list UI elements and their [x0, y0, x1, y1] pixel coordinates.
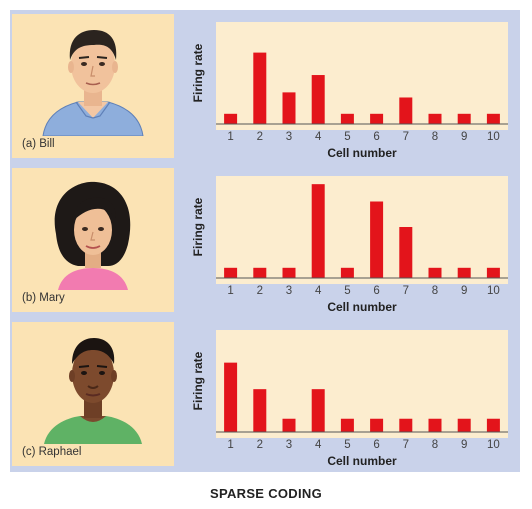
bar-cell-10: [486, 113, 500, 124]
x-tick-label: 2: [257, 131, 263, 143]
bar-cell-8: [428, 418, 442, 432]
bar-cell-1: [224, 113, 238, 124]
x-tick-label: 4: [315, 131, 322, 143]
x-tick-label: 7: [403, 131, 409, 143]
bar-cell-9: [457, 267, 471, 278]
raphael-portrait-image: [44, 338, 142, 444]
figure-caption: SPARSE CODING: [209, 486, 322, 501]
bar-cell-8: [428, 113, 442, 124]
x-tick-label: 8: [432, 439, 438, 451]
bar-cell-10: [486, 267, 500, 278]
bar-cell-5: [340, 418, 354, 432]
bar-cell-9: [457, 418, 471, 432]
bar-cell-6: [370, 201, 384, 278]
person-label-mary: (b) Mary: [22, 292, 65, 304]
row-bill: (a) Bill 1 2 3 4 5 6 7 8 9 10 Firing rate Cell nu…: [10, 12, 520, 160]
bar-cell-9: [457, 113, 471, 124]
x-tick-label: 8: [432, 131, 438, 143]
x-tick-label: 7: [403, 439, 409, 451]
firing-rate-chart-mary: 1 2 3 4 5 6 7 8 9 10 Firing rate Cell number: [191, 176, 508, 312]
x-tick-label: 3: [286, 131, 292, 143]
row-raphael: (c) Raphael 1 2 3 4 5 6 7 8 9 10 Firing rate Cell…: [10, 320, 520, 468]
chart-panel-raphael: 1 2 3 4 5 6 7 8 9 10 Firing rate Cell number: [180, 322, 518, 466]
x-tick-label: 4: [315, 285, 322, 297]
bar-cell-3: [282, 92, 296, 124]
bar-cell-3: [282, 418, 296, 432]
bar-cell-4: [311, 389, 325, 432]
sparse-coding-figure: (a) Bill 1 2 3 4 5 6 7 8 9 10 Firing rate Cell nu…: [10, 10, 520, 472]
x-tick-label: 10: [487, 285, 500, 297]
x-tick-label: 7: [403, 285, 409, 297]
x-tick-label: 1: [227, 439, 233, 451]
chart-panel-mary: 1 2 3 4 5 6 7 8 9 10 Firing rate Cell number: [180, 168, 518, 312]
bar-cell-4: [311, 184, 325, 278]
bar-cell-6: [370, 113, 384, 124]
y-axis-label: Firing rate: [191, 197, 205, 256]
x-tick-label: 5: [344, 131, 350, 143]
x-tick-label: 3: [286, 285, 292, 297]
x-tick-label: 8: [432, 285, 438, 297]
bar-cell-7: [399, 418, 413, 432]
person-label-bill: (a) Bill: [22, 138, 55, 150]
x-tick-label: 10: [487, 439, 500, 451]
bar-cell-3: [282, 267, 296, 278]
bar-cell-7: [399, 97, 413, 124]
bar-cell-2: [253, 52, 267, 124]
x-tick-label: 2: [257, 439, 263, 451]
row-mary: (b) Mary 1 2 3 4 5 6 7 8 9 10 Firing rate Cell nu…: [10, 166, 520, 314]
bar-cell-8: [428, 267, 442, 278]
x-axis-label: Cell number: [327, 454, 397, 466]
y-axis-label: Firing rate: [191, 351, 205, 410]
x-tick-label: 6: [373, 439, 379, 451]
x-tick-label: 3: [286, 439, 292, 451]
x-tick-label: 5: [344, 439, 350, 451]
bar-cell-1: [224, 267, 238, 278]
portrait-panel-bill: (a) Bill: [12, 14, 174, 158]
x-tick-label: 6: [373, 285, 379, 297]
firing-rate-chart-raphael: 1 2 3 4 5 6 7 8 9 10 Firing rate Cell number: [191, 330, 508, 466]
bar-cell-1: [224, 362, 238, 432]
bar-cell-5: [340, 267, 354, 278]
x-tick-label: 5: [344, 285, 350, 297]
bar-cell-7: [399, 227, 413, 278]
bar-cell-5: [340, 113, 354, 124]
x-tick-label: 10: [487, 131, 500, 143]
x-axis-label: Cell number: [327, 146, 397, 158]
person-label-raphael: (c) Raphael: [22, 446, 82, 458]
firing-rate-chart-bill: 1 2 3 4 5 6 7 8 9 10 Firing rate Cell number: [191, 22, 508, 158]
bar-cell-6: [370, 418, 384, 432]
x-tick-label: 9: [461, 131, 467, 143]
bill-portrait-image: [42, 30, 144, 136]
x-tick-label: 1: [227, 285, 233, 297]
x-tick-label: 6: [373, 131, 379, 143]
bar-cell-10: [486, 418, 500, 432]
chart-panel-bill: 1 2 3 4 5 6 7 8 9 10 Firing rate Cell number: [180, 14, 518, 158]
mary-portrait-image: [54, 181, 131, 290]
x-tick-label: 9: [461, 439, 467, 451]
portrait-panel-mary: (b) Mary: [12, 168, 174, 312]
portrait-panel-raphael: (c) Raphael: [12, 322, 174, 466]
bar-cell-4: [311, 75, 325, 124]
bar-cell-2: [253, 389, 267, 432]
x-tick-label: 4: [315, 439, 322, 451]
x-axis-label: Cell number: [327, 300, 397, 312]
y-axis-label: Firing rate: [191, 43, 205, 102]
x-tick-label: 9: [461, 285, 467, 297]
plot-area: [216, 176, 508, 284]
x-tick-label: 1: [227, 131, 233, 143]
x-tick-label: 2: [257, 285, 263, 297]
bar-cell-2: [253, 267, 267, 278]
